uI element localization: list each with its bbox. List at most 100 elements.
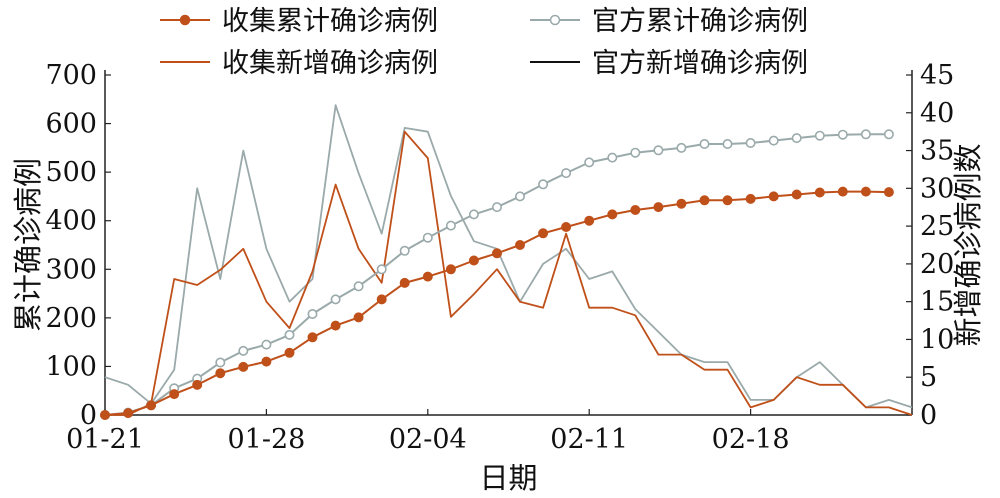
data-point [146,400,157,411]
y-right-tick-label: 0 [920,400,937,431]
x-tick-label: 01-21 [66,424,144,455]
legend-marker [549,14,561,26]
y-right-tick-label: 20 [920,249,954,280]
legend-item: 收集新增确诊病例 [160,48,438,79]
data-point [261,356,272,367]
data-point [422,232,433,243]
data-point [445,264,456,275]
data-point [837,186,848,197]
data-point [514,240,525,251]
y-right-tick-label: 15 [920,287,954,318]
data-point [238,345,249,356]
data-point [676,142,687,153]
data-point [123,408,134,419]
data-point [100,409,111,420]
legend-label: 收集累计确诊病例 [222,6,438,37]
y-left-tick-label: 500 [45,157,97,188]
y-left-tick-label: 0 [80,400,97,431]
data-point [284,347,295,358]
data-point [791,189,802,200]
data-point [584,215,595,226]
data-point [169,389,180,400]
series-layer [100,104,913,420]
data-point [814,187,825,198]
data-point [814,130,825,141]
y-right-tick-label: 45 [920,60,954,91]
data-point [768,135,779,146]
data-point [745,138,756,149]
data-point [699,195,710,206]
data-point [791,133,802,144]
y-left-tick-label: 300 [45,254,97,285]
y-left-tick-label: 100 [45,351,97,382]
y-right-tick-label: 30 [920,173,954,204]
y-axis-left-label: 累计确诊病例 [11,158,45,332]
data-point [630,205,641,216]
data-point [215,368,226,379]
data-point [538,228,549,239]
legend-label: 官方新增确诊病例 [592,48,808,79]
legend-item: 官方新增确诊病例 [530,48,808,79]
x-tick-label: 02-18 [712,424,790,455]
y-left-tick-label: 700 [45,60,97,91]
data-point [722,139,733,150]
y-right-tick-label: 25 [920,211,954,242]
data-point [238,361,249,372]
legend-item: 收集累计确诊病例 [160,6,438,37]
data-point [699,139,710,150]
y-left-tick-label: 600 [45,109,97,140]
data-point [307,308,318,319]
data-point [860,129,871,140]
data-point [192,379,203,390]
data-point [399,277,410,288]
data-point [768,191,779,202]
data-point [722,195,733,206]
data-point [468,255,479,266]
data-point [353,312,364,323]
data-point [468,209,479,220]
legend-item: 官方累计确诊病例 [530,6,808,37]
data-point [653,145,664,156]
data-point [630,147,641,158]
data-point [584,157,595,168]
data-point [860,186,871,197]
data-point [561,222,572,233]
y-axis-right-label: 新增确诊病例数 [951,143,985,346]
data-point [307,332,318,343]
y-left-tick-label: 400 [45,206,97,237]
data-point [514,191,525,202]
data-point [676,198,687,209]
x-tick-label: 01-28 [227,424,305,455]
x-axis-label: 日期 [479,461,537,495]
data-point [330,320,341,331]
y-right-tick-label: 40 [920,98,954,129]
axes-layer: 0 100 200 300 400 500 600 700 0 5 10 15 20 25 30 35 40 45… [45,60,954,455]
labels-layer: 日期 累计确诊病例 新增确诊病例数 [11,143,985,495]
series-line [104,104,913,409]
data-point [215,357,226,368]
legend-label: 官方累计确诊病例 [592,6,808,37]
data-point [445,220,456,231]
y-right-tick-label: 10 [920,324,954,355]
data-point [607,152,618,163]
data-point [607,209,618,220]
data-point [837,129,848,140]
data-point [883,129,894,140]
data-point [561,168,572,179]
data-point [538,179,549,190]
series-line [104,190,889,416]
data-point [353,281,364,292]
legend-label: 收集新增确诊病例 [222,48,438,79]
data-point [284,329,295,340]
data-point [491,248,502,259]
data-point [422,271,433,282]
data-point [376,264,387,275]
data-point [745,193,756,204]
y-right-tick-label: 35 [920,136,954,167]
data-point [399,245,410,256]
data-point [376,294,387,305]
x-tick-label: 02-04 [389,424,467,455]
data-point [330,294,341,305]
